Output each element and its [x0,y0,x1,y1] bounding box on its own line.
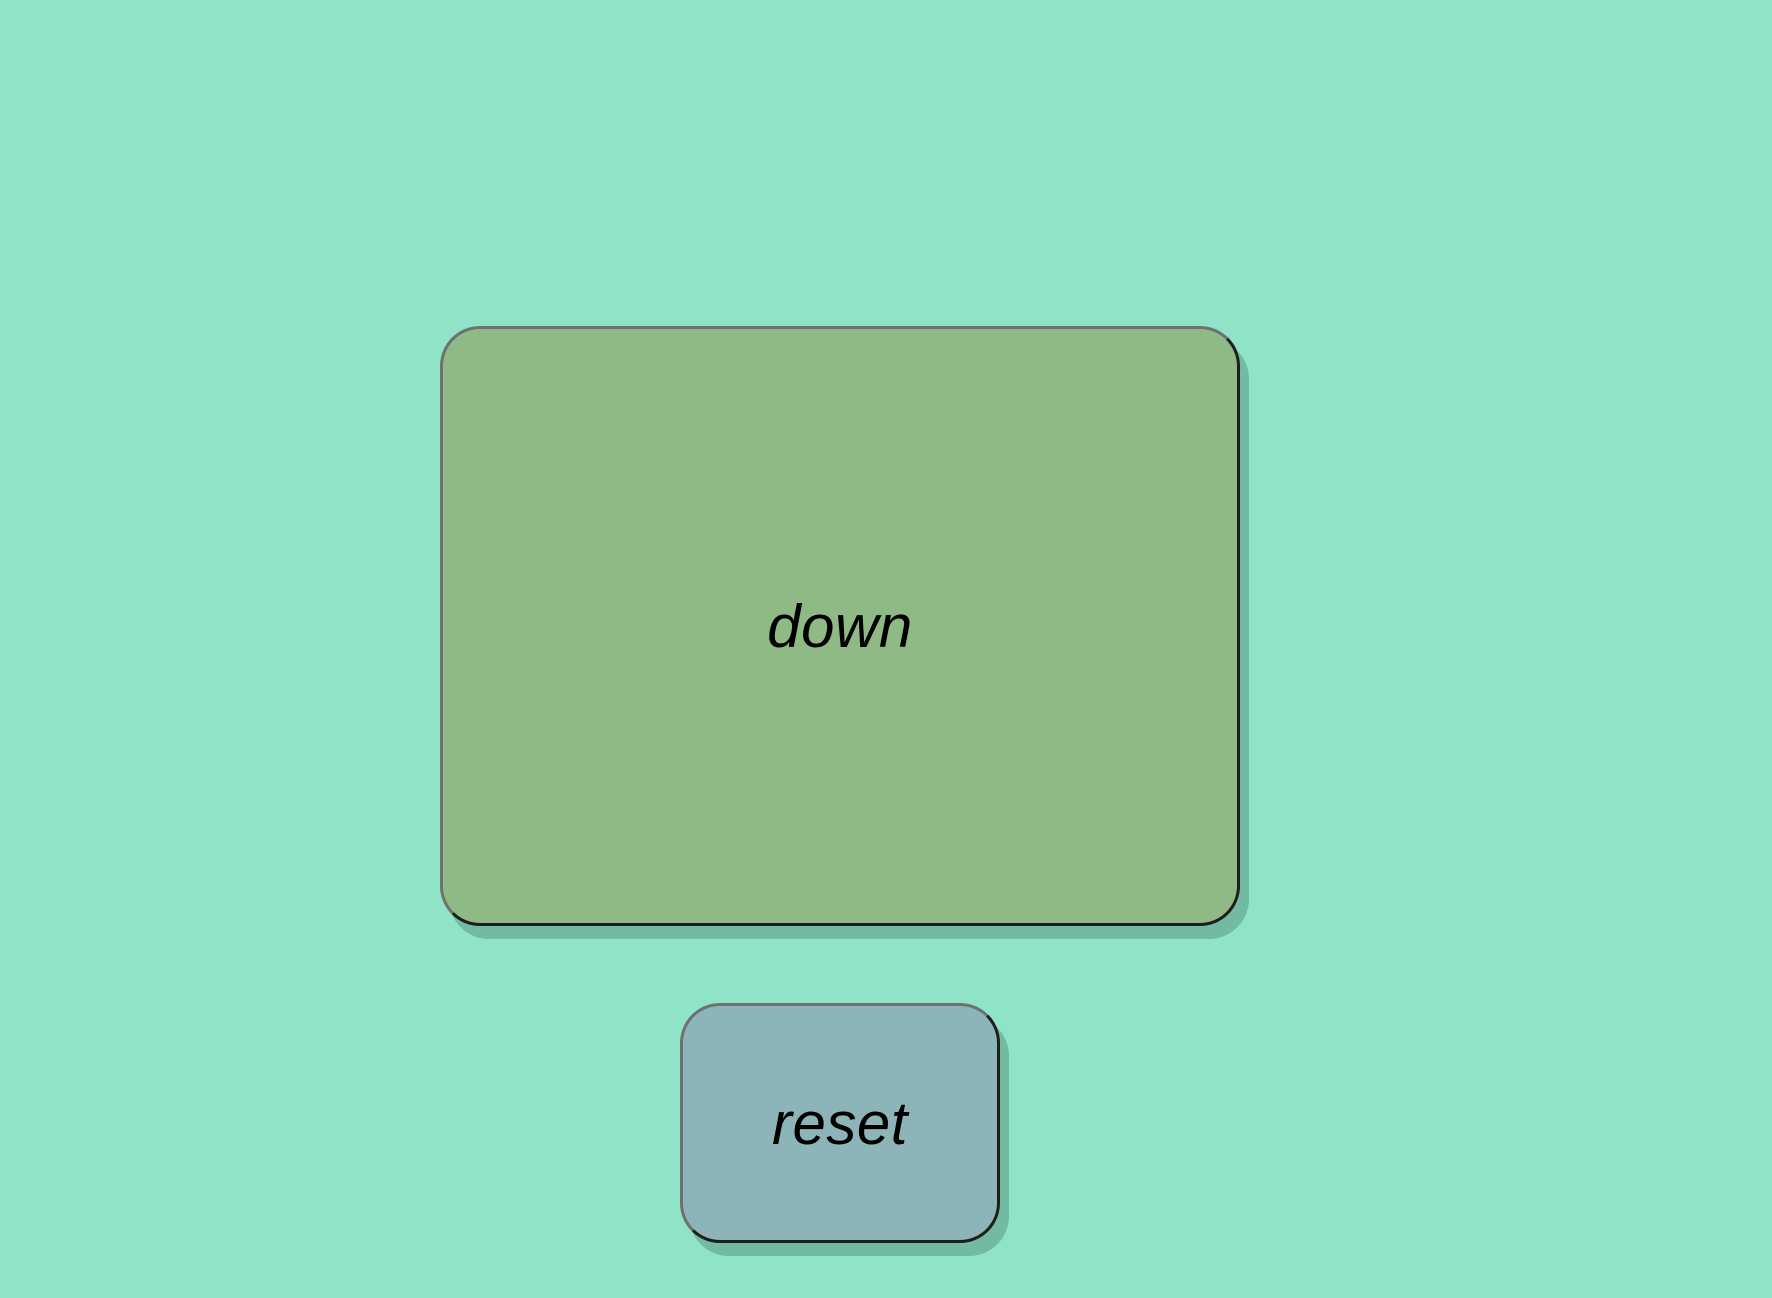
reset-button[interactable]: reset [680,1003,1000,1243]
down-button-label: down [767,592,913,660]
down-button[interactable]: down [440,326,1240,926]
reset-button-label: reset [772,1089,908,1157]
